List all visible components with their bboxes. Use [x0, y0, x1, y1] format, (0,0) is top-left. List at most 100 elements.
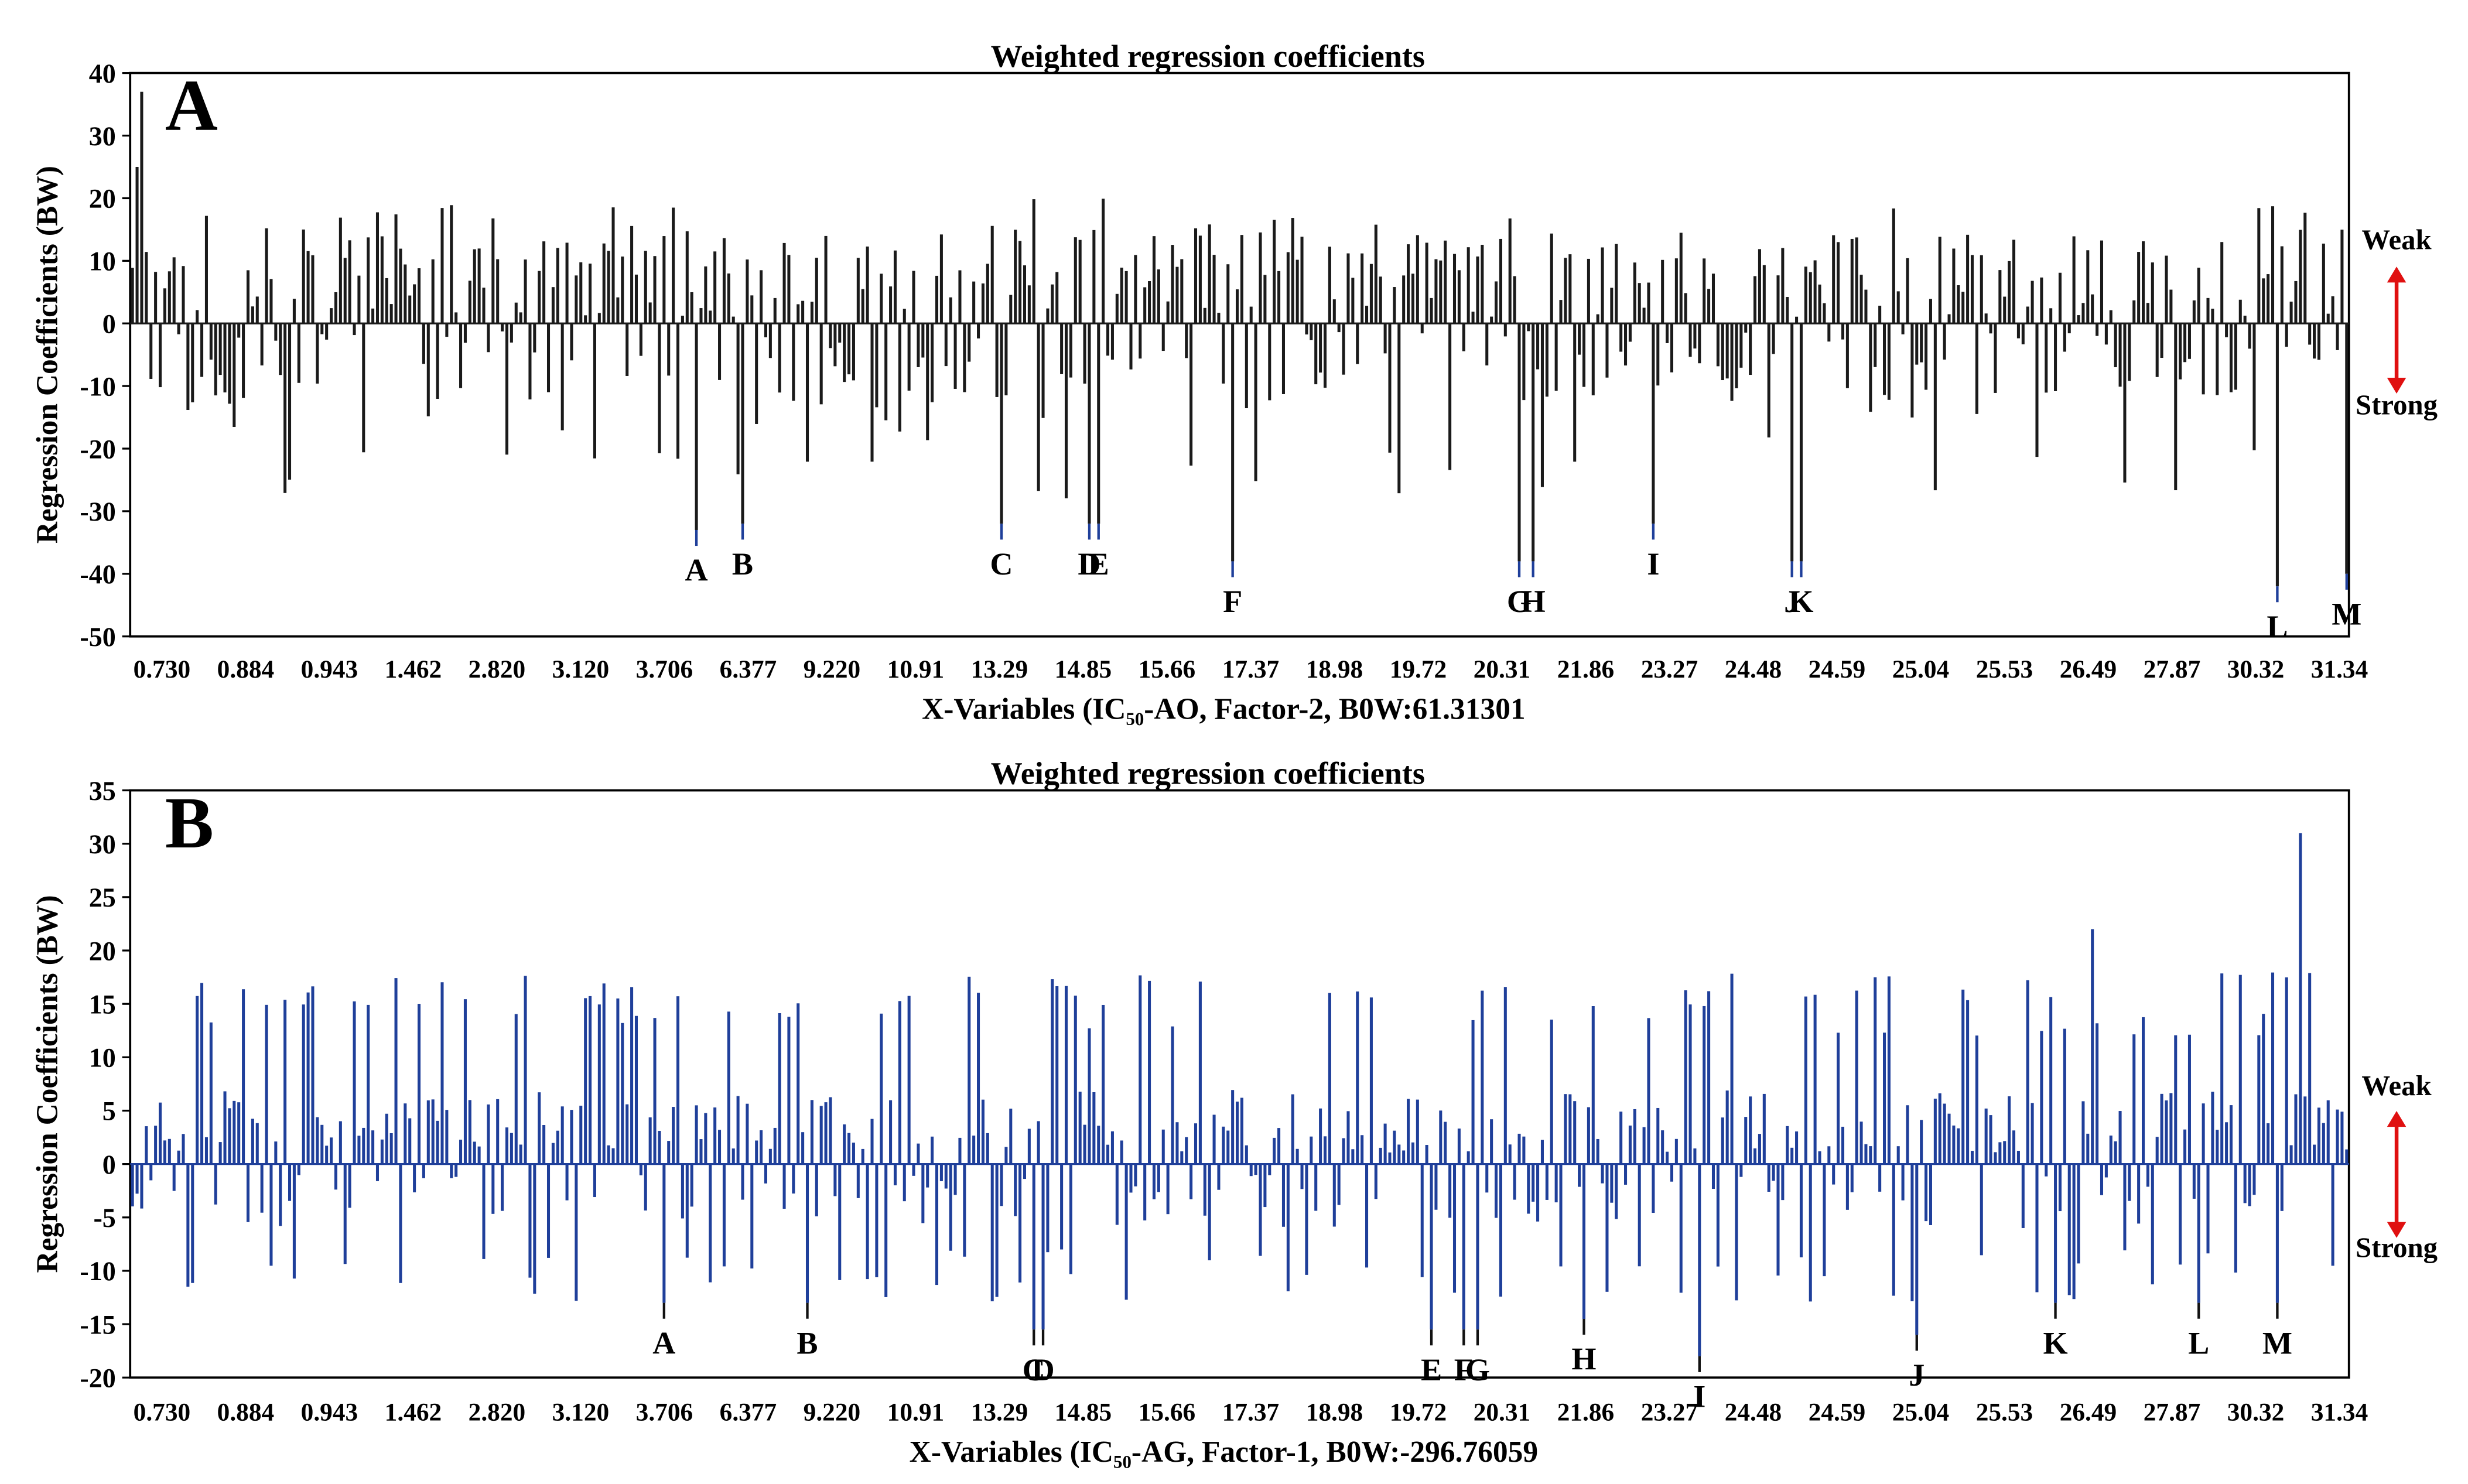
bar	[1027, 285, 1031, 324]
bar	[1369, 997, 1373, 1164]
bar	[1171, 1026, 1174, 1164]
highlight-label: G	[1465, 1352, 1490, 1387]
bar	[1124, 1164, 1128, 1300]
bar	[1887, 976, 1891, 1164]
bar	[768, 323, 772, 358]
bar	[2063, 1028, 2066, 1164]
bar	[371, 1130, 375, 1164]
bar	[1920, 1120, 1923, 1164]
bar	[2313, 1144, 2316, 1164]
bar	[1739, 323, 1743, 368]
y-tick-label: 40	[89, 59, 116, 88]
y-tick-label: 10	[89, 1043, 116, 1073]
highlight-label: J	[1909, 1358, 1925, 1393]
weak-strong-arrow	[2387, 1110, 2407, 1238]
bar	[1749, 1096, 1752, 1164]
bar	[884, 1164, 888, 1297]
bar	[2267, 1123, 2270, 1164]
bar	[1212, 255, 1216, 324]
highlight-label: K	[2043, 1325, 2067, 1360]
x-tick-label: 30.32	[2227, 655, 2285, 683]
bar	[597, 1004, 601, 1164]
bar	[288, 1164, 292, 1201]
bar	[168, 271, 171, 324]
bar	[251, 306, 254, 324]
bar	[1823, 303, 1826, 324]
bar	[426, 1100, 430, 1164]
bar	[1688, 1004, 1692, 1164]
highlight-label: K	[1789, 584, 1813, 619]
bar	[699, 308, 703, 324]
bar-highlighted	[1582, 1164, 1586, 1319]
bar	[2146, 303, 2149, 324]
bar	[1185, 323, 1188, 358]
x-tick-label: 21.86	[1557, 655, 1615, 683]
bar	[283, 323, 287, 493]
bar	[274, 323, 278, 341]
x-tick-label: 9.220	[804, 1398, 861, 1426]
x-tick-label: 23.27	[1641, 655, 1698, 683]
bar	[1892, 1164, 1895, 1296]
x-tick-label: 31.34	[2311, 655, 2368, 683]
bar	[1674, 258, 1678, 324]
bar	[209, 1022, 213, 1164]
bar-highlighted	[1041, 1164, 1045, 1330]
x-tick-label: 13.29	[971, 655, 1028, 683]
bar	[995, 323, 999, 397]
bar	[750, 295, 754, 324]
x-tick-label: 1.462	[385, 655, 442, 683]
bar	[1245, 1145, 1248, 1164]
weak-label: Weak	[2361, 224, 2432, 255]
bar	[2100, 1164, 2104, 1195]
bar	[269, 279, 273, 324]
bar	[838, 323, 842, 343]
bar	[1471, 312, 1475, 324]
bar	[1323, 323, 1327, 388]
bar	[713, 251, 717, 324]
bar	[501, 323, 504, 331]
bar	[1827, 1146, 1831, 1164]
bar	[1804, 996, 1807, 1164]
bar	[884, 323, 888, 420]
x-tick-label: 19.72	[1390, 655, 1447, 683]
x-tick-label: 14.85	[1055, 655, 1112, 683]
bar	[1591, 323, 1595, 396]
bar	[1430, 298, 1433, 324]
bar	[2243, 1164, 2247, 1203]
bar	[1203, 307, 1206, 324]
bar	[1749, 323, 1752, 375]
bar	[1615, 244, 1618, 324]
bar	[1869, 1146, 1872, 1164]
bar	[681, 1164, 684, 1219]
bar	[2183, 323, 2187, 363]
bar	[1027, 1129, 1031, 1164]
bar	[1092, 230, 1096, 324]
highlight-label: C	[1023, 1352, 1045, 1387]
bar	[621, 1023, 624, 1164]
bar	[1462, 323, 1465, 351]
bar	[1878, 305, 1882, 324]
bar	[690, 1164, 693, 1207]
bar	[463, 999, 467, 1164]
bar	[1845, 1164, 1849, 1210]
bar	[1194, 228, 1198, 324]
bar	[1596, 1138, 1599, 1164]
bar	[2003, 296, 2006, 324]
bar	[1703, 258, 1706, 324]
bar	[801, 300, 805, 324]
bar	[787, 255, 791, 324]
bar	[1032, 199, 1035, 324]
weak-label: Weak	[2361, 1070, 2432, 1102]
bar	[1735, 323, 1738, 389]
bar-highlighted	[1231, 323, 1235, 562]
bar	[2026, 980, 2029, 1164]
bar	[505, 1127, 509, 1164]
bar	[158, 1102, 162, 1164]
bar	[1633, 262, 1636, 324]
bar	[565, 242, 569, 324]
bar	[1499, 1164, 1502, 1297]
bar	[1605, 323, 1609, 378]
bar	[912, 1164, 915, 1176]
bar	[1300, 237, 1304, 324]
bar	[1638, 1164, 1641, 1267]
